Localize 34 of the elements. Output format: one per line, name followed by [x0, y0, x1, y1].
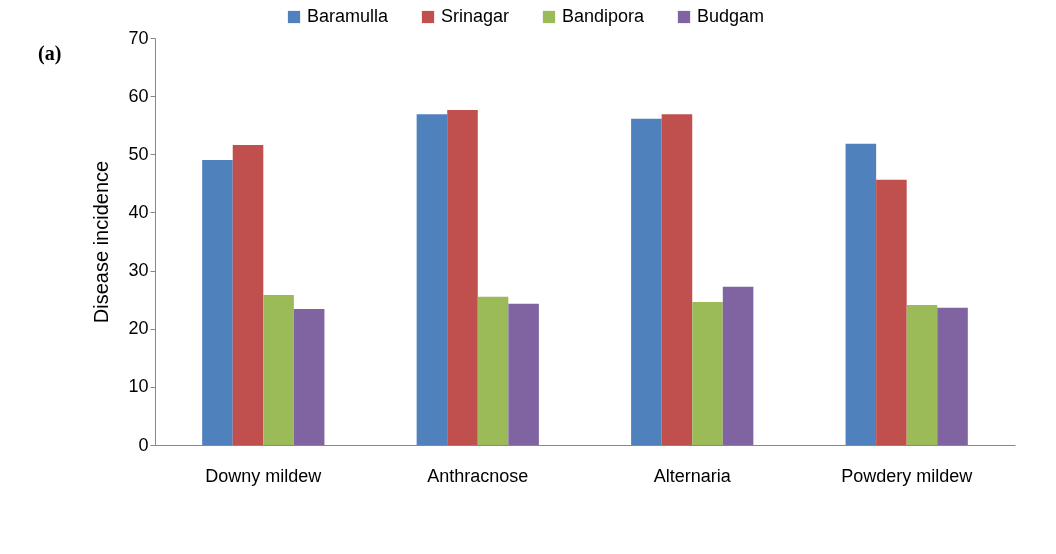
y-axis-title: Disease incidence: [90, 160, 113, 324]
bar: [722, 286, 754, 445]
y-tick-label: 10: [128, 376, 149, 397]
bar: [447, 110, 478, 445]
x-tick-label: Alternaria: [653, 465, 732, 486]
bar: [661, 114, 693, 445]
bar: [416, 114, 448, 445]
bar: [477, 296, 509, 445]
y-tick-label: 40: [128, 201, 149, 222]
y-tick-label: 50: [128, 143, 149, 164]
bar: [293, 308, 325, 445]
legend-label: Budgam: [697, 6, 765, 26]
bar: [876, 179, 907, 445]
bar: [692, 301, 723, 445]
y-tick-label: 30: [128, 260, 149, 281]
bar: [202, 160, 233, 445]
bar: [508, 303, 539, 445]
bar: [631, 118, 662, 445]
bar: [263, 294, 294, 445]
y-tick-label: 20: [128, 318, 149, 339]
legend-label: Srinagar: [441, 6, 510, 26]
x-tick-label: Anthracnose: [427, 465, 529, 486]
x-tick-label: Powdery mildew: [841, 465, 974, 486]
bar: [937, 307, 968, 445]
y-tick-label: 0: [138, 434, 149, 455]
y-tick-label: 70: [128, 27, 149, 48]
x-tick-label: Downy mildew: [205, 465, 323, 486]
y-tick-label: 60: [128, 85, 149, 106]
bar: [232, 144, 264, 445]
legend-label: Baramulla: [307, 6, 390, 26]
bar: [906, 304, 938, 445]
legend-label: Bandipora: [562, 6, 646, 26]
bar: [845, 143, 877, 445]
text: (a): [38, 42, 62, 65]
